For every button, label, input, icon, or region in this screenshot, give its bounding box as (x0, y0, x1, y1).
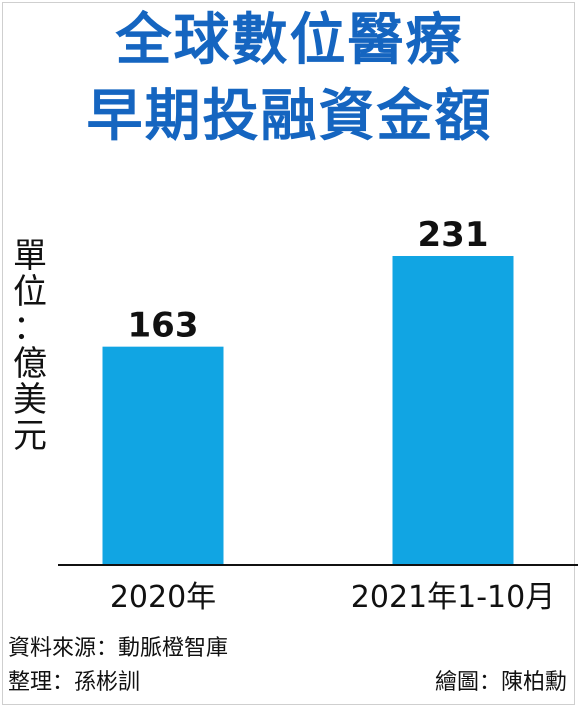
illustrator-credit: 繪圖：陳柏勳 (434, 670, 567, 695)
data-label-1: 231 (418, 215, 489, 255)
bar-1 (392, 256, 514, 564)
chart-title-line-1: 全球數位醫療 (115, 8, 464, 73)
bar-0 (102, 346, 224, 564)
unit-char: 位 (13, 272, 47, 312)
unit-char: 單 (13, 236, 47, 276)
y-axis-unit-label: 單 位 ： 億 美 元 (8, 238, 52, 454)
unit-char: 元 (13, 416, 47, 456)
compiler-credit: 整理：孫彬訓 (8, 670, 141, 695)
x-tick-label-1: 2021年1-10月 (351, 580, 555, 615)
chart-title-line-2: 早期投融資金額 (86, 84, 493, 149)
x-tick-label-0: 2020年 (110, 580, 216, 615)
source-credit: 資料來源：動脈橙智庫 (8, 636, 229, 661)
data-label-0: 163 (128, 306, 199, 346)
unit-char: ： (13, 308, 47, 348)
unit-char: 億 (13, 344, 47, 384)
unit-char: 美 (13, 380, 47, 420)
